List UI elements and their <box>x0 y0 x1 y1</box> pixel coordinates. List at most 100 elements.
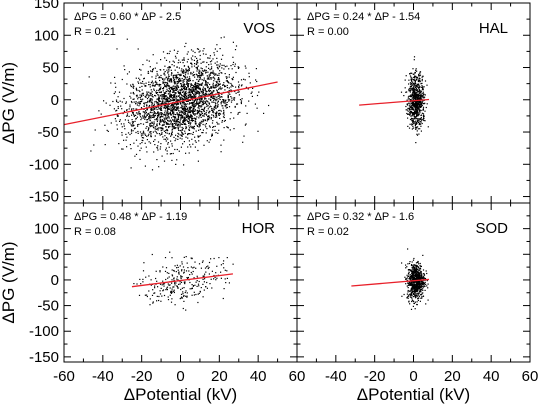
data-point <box>185 93 187 95</box>
data-point <box>169 95 171 98</box>
data-point <box>194 83 196 85</box>
data-point <box>181 68 183 70</box>
data-point <box>173 80 175 82</box>
data-point <box>148 133 150 135</box>
data-point <box>142 92 144 94</box>
data-point <box>218 123 220 125</box>
data-point <box>150 134 152 136</box>
data-point <box>145 116 147 118</box>
data-point <box>220 96 222 98</box>
data-point <box>415 127 417 129</box>
data-point <box>162 102 164 104</box>
data-point <box>160 94 162 96</box>
data-point <box>406 109 408 111</box>
data-point <box>222 113 224 115</box>
data-point <box>186 87 188 89</box>
data-point <box>422 75 424 77</box>
data-point <box>204 119 206 122</box>
data-point <box>161 120 163 122</box>
data-point <box>177 126 179 128</box>
data-point <box>240 100 243 102</box>
data-point <box>410 102 412 104</box>
data-point <box>186 120 189 122</box>
data-point <box>131 101 133 104</box>
data-point <box>414 105 416 107</box>
data-point <box>208 103 211 105</box>
data-point <box>193 94 195 96</box>
data-point <box>408 105 410 107</box>
data-point <box>203 70 205 72</box>
data-point <box>417 277 420 280</box>
data-point <box>216 64 218 66</box>
data-point <box>219 117 221 119</box>
data-point <box>414 116 416 118</box>
data-point <box>138 111 140 113</box>
data-point <box>148 81 150 83</box>
data-point <box>197 301 199 304</box>
data-point <box>216 106 219 108</box>
data-point <box>193 96 195 98</box>
data-point <box>199 54 201 57</box>
data-point <box>416 290 418 293</box>
data-point <box>173 94 175 96</box>
data-point <box>200 122 202 124</box>
data-point <box>138 123 140 125</box>
data-point <box>199 113 201 115</box>
data-point <box>147 96 150 98</box>
data-point <box>158 96 160 98</box>
data-point <box>183 117 185 119</box>
data-point <box>145 111 147 113</box>
data-point <box>191 95 193 97</box>
data-point <box>188 88 190 90</box>
data-point <box>215 272 217 274</box>
data-point <box>413 98 415 100</box>
data-point <box>187 78 189 80</box>
data-point <box>412 278 414 280</box>
data-point <box>129 106 131 108</box>
data-point <box>208 78 210 80</box>
data-point <box>170 291 172 293</box>
data-point <box>412 89 414 91</box>
data-point <box>159 117 161 119</box>
data-point <box>199 84 202 86</box>
data-point <box>176 74 178 76</box>
data-point <box>409 87 411 89</box>
data-point <box>164 85 166 87</box>
data-point <box>225 107 227 109</box>
data-point <box>189 102 191 104</box>
data-point <box>213 126 215 128</box>
data-point <box>177 118 179 120</box>
data-point <box>413 267 416 269</box>
data-point <box>209 55 211 57</box>
data-point <box>177 279 179 281</box>
data-point <box>228 106 231 108</box>
data-point <box>186 76 188 78</box>
data-point <box>414 110 416 112</box>
data-point <box>420 95 422 97</box>
data-point <box>210 63 212 65</box>
data-point <box>190 133 192 135</box>
data-point <box>221 120 223 122</box>
data-point <box>410 96 412 98</box>
data-point <box>186 96 188 98</box>
data-point <box>175 106 177 108</box>
data-point <box>176 52 178 54</box>
data-point <box>168 91 171 93</box>
x-axis-label-left: ΔPotential (kV) <box>124 385 237 404</box>
data-point <box>195 87 197 90</box>
data-point <box>413 96 415 99</box>
data-point <box>182 133 185 135</box>
data-point <box>218 98 220 100</box>
data-point <box>176 88 179 90</box>
data-point <box>182 120 184 122</box>
data-point <box>153 105 155 107</box>
data-point <box>192 90 194 92</box>
data-point <box>197 107 199 109</box>
data-point <box>427 283 429 285</box>
data-point <box>160 95 162 97</box>
data-point <box>132 121 134 123</box>
data-point <box>160 127 162 129</box>
data-point <box>190 83 192 85</box>
data-point <box>421 80 423 82</box>
data-point <box>204 106 206 108</box>
